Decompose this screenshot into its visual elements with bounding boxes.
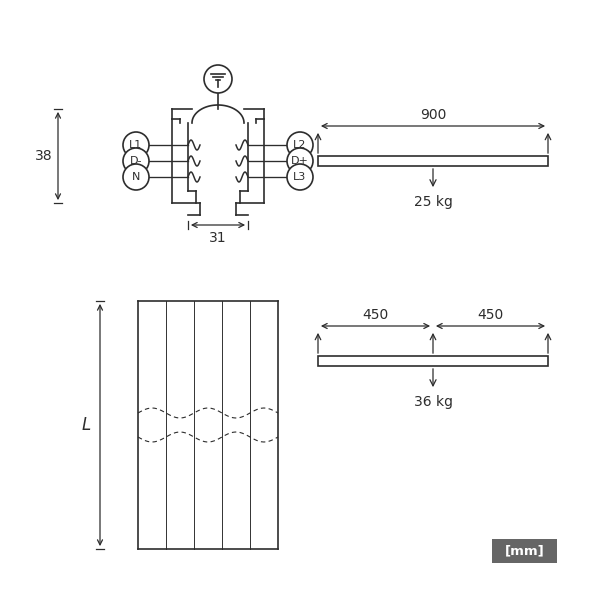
- Text: [mm]: [mm]: [505, 544, 544, 557]
- Circle shape: [123, 164, 149, 190]
- Text: 36 kg: 36 kg: [414, 395, 453, 409]
- Text: 900: 900: [420, 108, 446, 122]
- Text: 38: 38: [35, 149, 53, 163]
- Circle shape: [123, 148, 149, 174]
- Text: L2: L2: [293, 140, 307, 150]
- Text: D-: D-: [130, 156, 142, 166]
- Circle shape: [204, 65, 232, 93]
- Circle shape: [287, 164, 313, 190]
- Text: 31: 31: [209, 231, 227, 245]
- Text: L1: L1: [129, 140, 142, 150]
- Bar: [318, 156, 548, 166]
- Bar: [492, 539, 557, 563]
- Text: L3: L3: [293, 172, 307, 182]
- Text: L: L: [82, 416, 90, 434]
- Circle shape: [123, 132, 149, 158]
- Text: 450: 450: [362, 308, 389, 322]
- Bar: [318, 356, 548, 366]
- Text: 450: 450: [478, 308, 504, 322]
- Text: D+: D+: [291, 156, 309, 166]
- Text: 25 kg: 25 kg: [414, 195, 453, 209]
- Circle shape: [287, 148, 313, 174]
- Circle shape: [287, 132, 313, 158]
- Text: N: N: [132, 172, 140, 182]
